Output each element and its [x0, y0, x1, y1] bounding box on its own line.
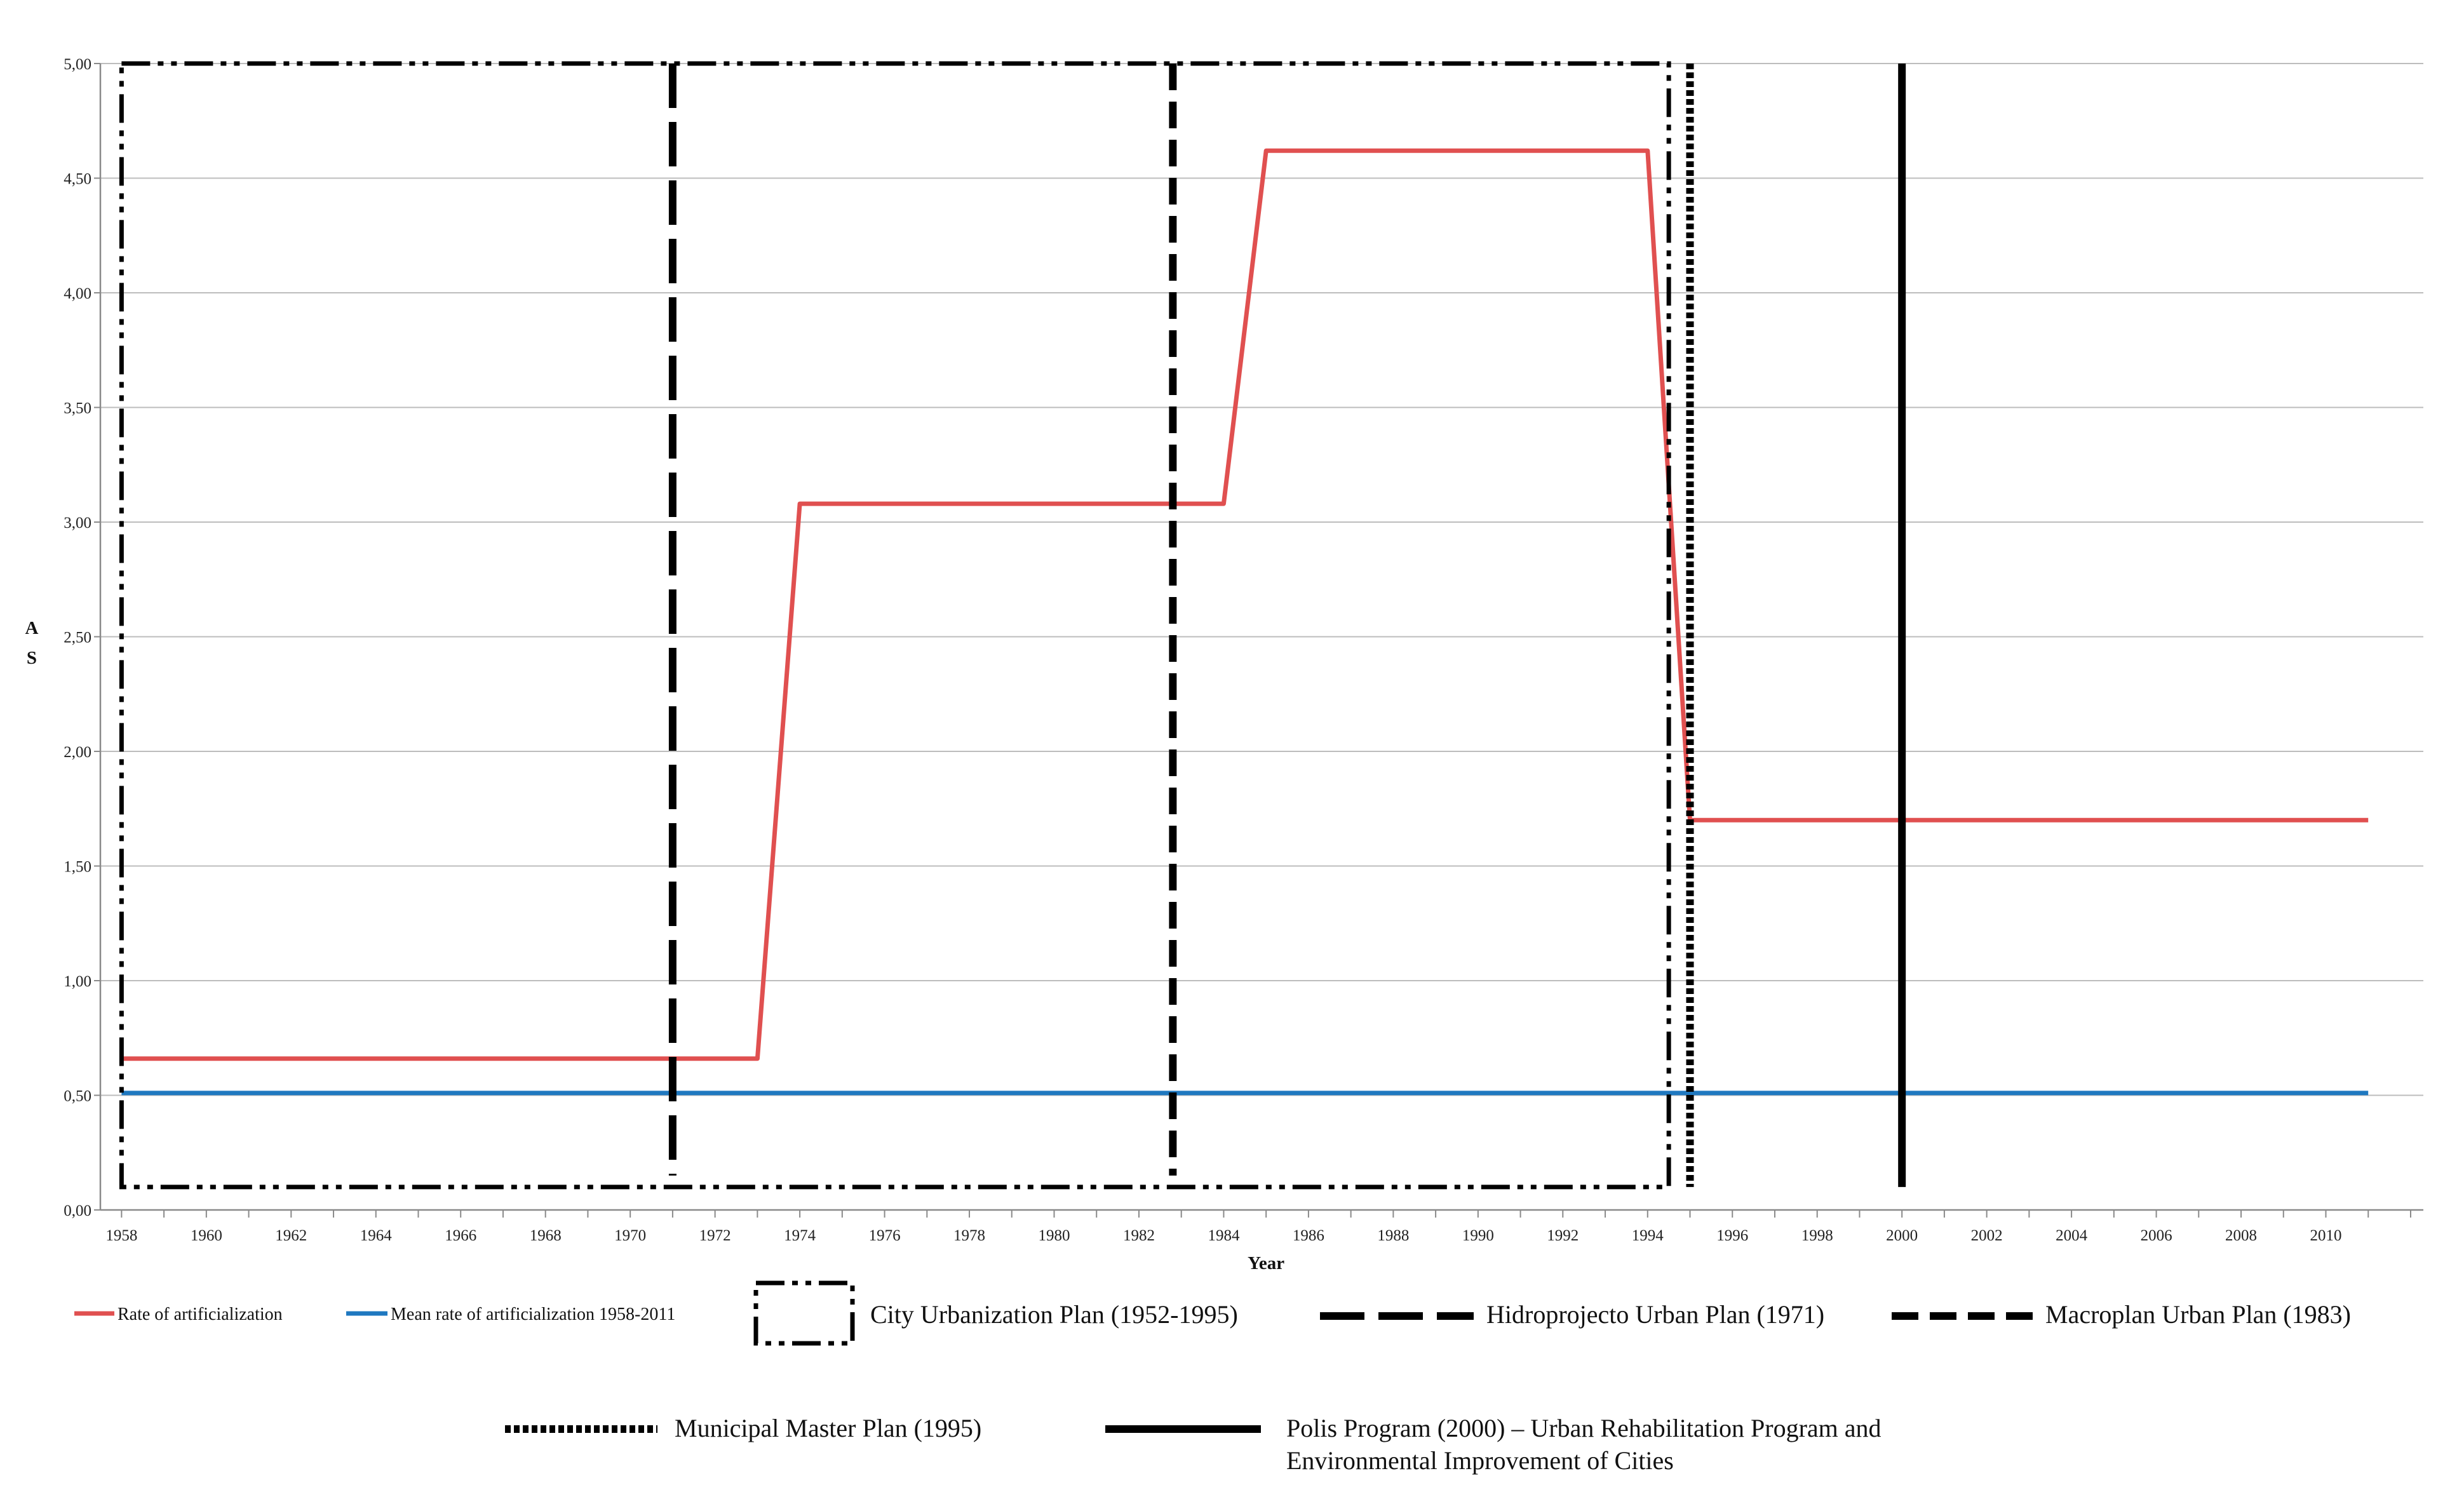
legend: Rate of artificialization Mean rate of a… [74, 1280, 2351, 1475]
x-tick-label: 1988 [1377, 1227, 1409, 1244]
y-tick-label: 1,50 [64, 859, 91, 876]
y-tick-label: 0,00 [64, 1202, 91, 1219]
legend-label-hidroprojecto: Hidroprojecto Urban Plan (1971) [1486, 1300, 1824, 1329]
axes [94, 63, 2423, 1218]
legend-label-polis-line-2: Environmental Improvement of Cities [1286, 1446, 1674, 1475]
y-axis-title-line-2: S [27, 648, 37, 668]
x-axis-title: Year [1248, 1253, 1284, 1273]
x-tick-label: 1974 [784, 1227, 816, 1244]
plan-markers [119, 61, 1906, 1190]
x-tick-label: 1998 [1801, 1227, 1833, 1244]
y-tick-label: 0,50 [64, 1088, 91, 1105]
x-tick-label: 1980 [1039, 1227, 1070, 1244]
y-tick-label: 3,50 [64, 400, 91, 417]
legend-label-city-plan: City Urbanization Plan (1952-1995) [870, 1300, 1238, 1329]
legend-label-rate: Rate of artificialization [118, 1305, 283, 1324]
x-tick-label: 1984 [1208, 1227, 1240, 1244]
y-tick-label: 2,00 [64, 744, 91, 761]
x-tick-label: 1964 [360, 1227, 393, 1244]
x-tick-label: 1996 [1716, 1227, 1748, 1244]
y-tick-label: 4,00 [64, 285, 91, 302]
x-tick-label: 2008 [2225, 1227, 2257, 1244]
series-line-rate [121, 148, 2369, 1061]
x-tick-label: 2000 [1886, 1227, 1918, 1244]
y-tick-label: 1,00 [64, 973, 91, 990]
y-tick-label: 2,50 [64, 629, 91, 647]
x-tick-label: 1970 [614, 1227, 646, 1244]
x-tick-label: 2002 [1971, 1227, 2003, 1244]
y-tick-label: 4,50 [64, 171, 91, 188]
x-tick-label: 1972 [699, 1227, 731, 1244]
x-tick-label: 1960 [191, 1227, 222, 1244]
x-tick-label: 1966 [445, 1227, 476, 1244]
x-tick-label: 1968 [530, 1227, 562, 1244]
city-plan-box [119, 61, 1671, 1190]
x-tick-label: 2004 [2056, 1227, 2088, 1244]
x-tick-label: 1976 [869, 1227, 901, 1244]
gridlines [100, 63, 2423, 1096]
x-tick-label: 1958 [105, 1227, 137, 1244]
legend-label-mean: Mean rate of artificialization 1958-2011 [391, 1305, 675, 1324]
y-tick-label: 5,00 [64, 56, 91, 73]
x-tick-label: 1986 [1293, 1227, 1324, 1244]
x-tick-label: 1962 [275, 1227, 307, 1244]
y-axis-title-line-1: A [25, 618, 39, 638]
x-tick-label: 1990 [1462, 1227, 1494, 1244]
y-tick-label: 3,00 [64, 514, 91, 532]
x-tick-label: 2010 [2310, 1227, 2342, 1244]
y-tick-labels: 0,00 0,50 1,00 1,50 2,00 2,50 3,00 3,50 4,00 4,50… [64, 56, 91, 1219]
legend-label-master-plan: Municipal Master Plan (1995) [675, 1414, 981, 1442]
x-tick-label: 1978 [953, 1227, 985, 1244]
x-tick-label: 1982 [1123, 1227, 1155, 1244]
x-tick-labels: 1958 1960 1962 1964 1966 1968 1970 1972 1974 1976… [105, 1227, 2341, 1244]
legend-label-macroplan: Macroplan Urban Plan (1983) [2045, 1300, 2351, 1329]
x-tick-label: 1992 [1547, 1227, 1579, 1244]
x-tick-label: 1994 [1632, 1227, 1664, 1244]
legend-swatch-city-plan [753, 1280, 855, 1346]
legend-label-polis-line-1: Polis Program (2000) – Urban Rehabilitat… [1286, 1414, 1882, 1442]
series-lines [121, 148, 2369, 1096]
x-tick-label: 2006 [2141, 1227, 2172, 1244]
